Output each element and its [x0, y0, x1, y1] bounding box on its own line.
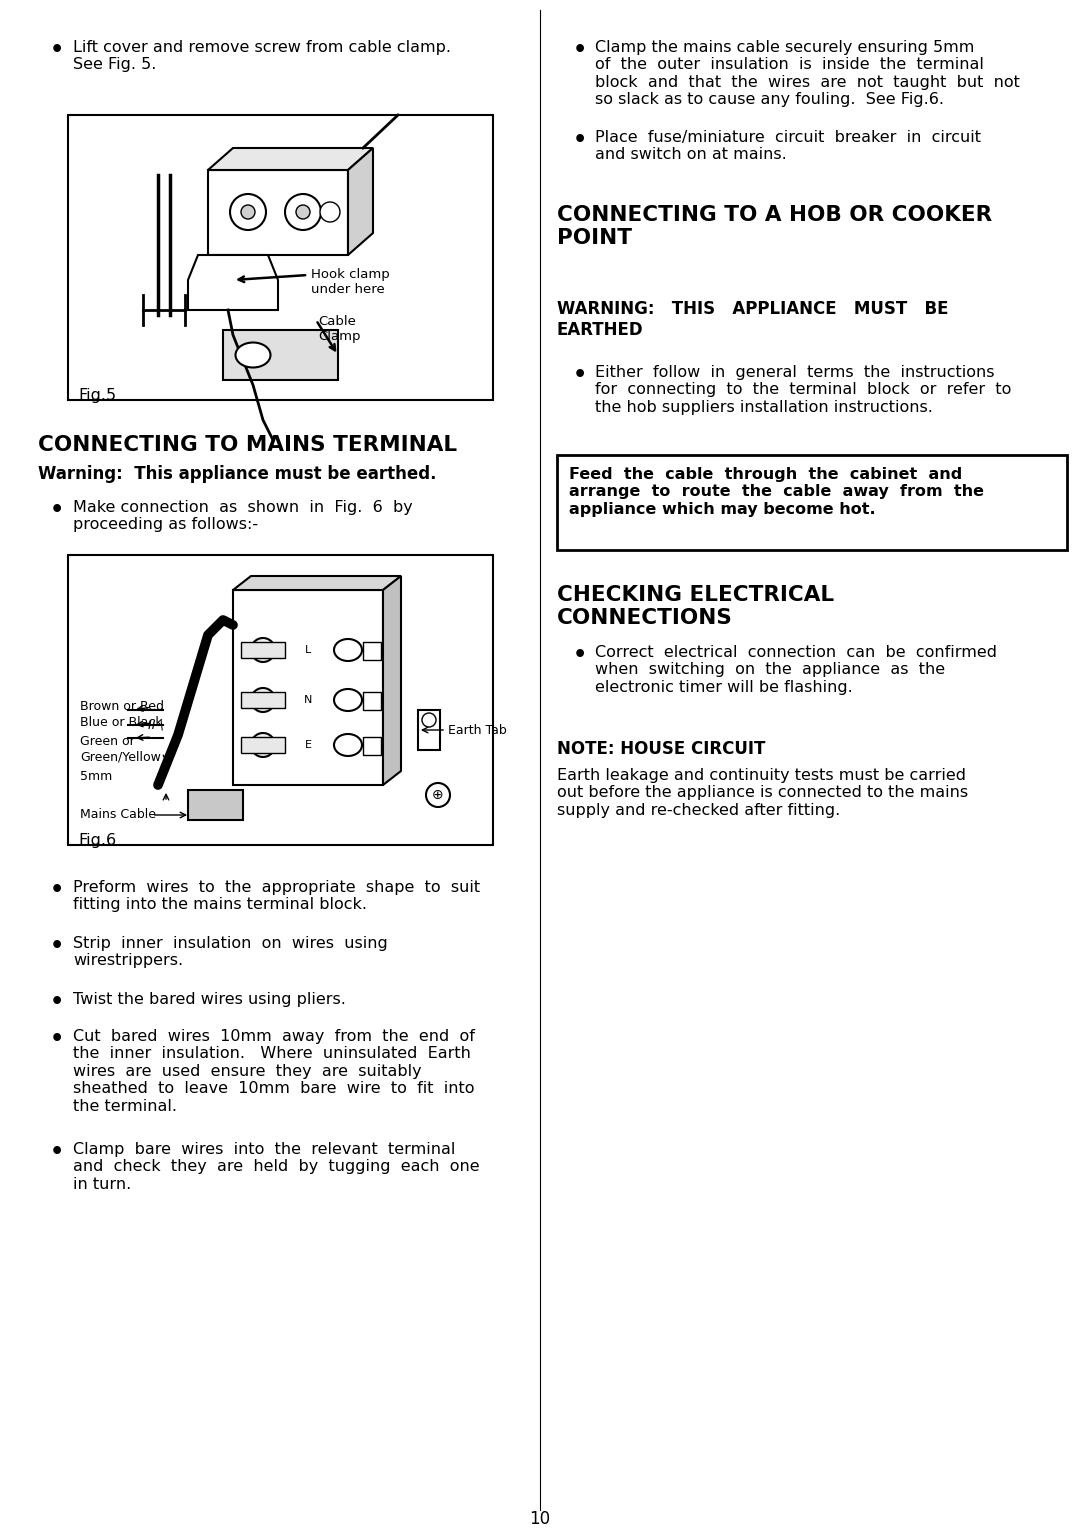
- Text: Correct  electrical  connection  can  be  confirmed
when  switching  on  the  ap: Correct electrical connection can be con…: [595, 645, 997, 695]
- Text: •: •: [50, 40, 64, 60]
- Circle shape: [422, 714, 436, 727]
- Text: Brown or Red: Brown or Red: [80, 700, 164, 714]
- Text: CHECKING ELECTRICAL
CONNECTIONS: CHECKING ELECTRICAL CONNECTIONS: [557, 585, 834, 628]
- Text: •: •: [573, 40, 588, 60]
- Text: NOTE: HOUSE CIRCUIT: NOTE: HOUSE CIRCUIT: [557, 740, 766, 758]
- Text: Make connection  as  shown  in  Fig.  6  by
proceeding as follows:-: Make connection as shown in Fig. 6 by pr…: [73, 500, 413, 532]
- Bar: [363, 692, 381, 711]
- Text: L: L: [305, 645, 311, 656]
- Bar: [208, 170, 348, 255]
- Text: Mains Cable: Mains Cable: [80, 808, 156, 822]
- Bar: [241, 642, 285, 659]
- Polygon shape: [383, 576, 401, 785]
- Circle shape: [285, 194, 321, 231]
- Text: Either  follow  in  general  terms  the  instructions
for  connecting  to  the  : Either follow in general terms the instr…: [595, 365, 1011, 414]
- Circle shape: [320, 202, 340, 222]
- Ellipse shape: [235, 342, 270, 368]
- Bar: [241, 736, 285, 753]
- Bar: [233, 590, 383, 785]
- Text: WARNING:   THIS   APPLIANCE   MUST   BE
EARTHED: WARNING: THIS APPLIANCE MUST BE EARTHED: [557, 299, 948, 339]
- Text: •: •: [50, 880, 64, 900]
- Polygon shape: [348, 148, 373, 255]
- Bar: [363, 736, 381, 755]
- Ellipse shape: [334, 639, 362, 662]
- Bar: [222, 330, 338, 380]
- Text: •: •: [50, 500, 64, 520]
- Text: •: •: [50, 937, 64, 957]
- Text: Hook clamp
under here: Hook clamp under here: [311, 267, 390, 296]
- Circle shape: [426, 782, 450, 807]
- Text: Fig.6: Fig.6: [78, 833, 117, 848]
- Text: Twist the bared wires using pliers.: Twist the bared wires using pliers.: [73, 992, 346, 1007]
- Text: II \: II \: [148, 718, 164, 732]
- Bar: [188, 790, 243, 821]
- Circle shape: [251, 688, 275, 712]
- Text: Lift cover and remove screw from cable clamp.
See Fig. 5.: Lift cover and remove screw from cable c…: [73, 40, 451, 72]
- Text: Green or
Green/Yellow: Green or Green/Yellow: [80, 735, 161, 762]
- Text: CONNECTING TO MAINS TERMINAL: CONNECTING TO MAINS TERMINAL: [38, 435, 457, 455]
- Bar: [418, 711, 440, 750]
- Text: 5mm: 5mm: [80, 770, 112, 784]
- Text: •: •: [573, 645, 588, 665]
- Text: Strip  inner  insulation  on  wires  using
wirestrippers.: Strip inner insulation on wires using wi…: [73, 937, 388, 969]
- Circle shape: [241, 205, 255, 219]
- Text: Clamp the mains cable securely ensuring 5mm
of  the  outer  insulation  is  insi: Clamp the mains cable securely ensuring …: [595, 40, 1020, 107]
- Text: •: •: [573, 130, 588, 150]
- Text: ⊕: ⊕: [432, 788, 444, 802]
- Polygon shape: [188, 255, 278, 310]
- Text: Preform  wires  to  the  appropriate  shape  to  suit
fitting into the mains ter: Preform wires to the appropriate shape t…: [73, 880, 481, 912]
- Bar: [557, 455, 1067, 550]
- Text: Place  fuse/miniature  circuit  breaker  in  circuit
and switch on at mains.: Place fuse/miniature circuit breaker in …: [595, 130, 981, 162]
- Polygon shape: [208, 148, 373, 170]
- Text: Earth Tab: Earth Tab: [448, 723, 507, 736]
- Circle shape: [296, 205, 310, 219]
- Text: •: •: [50, 1141, 64, 1161]
- Text: CONNECTING TO A HOB OR COOKER
POINT: CONNECTING TO A HOB OR COOKER POINT: [557, 205, 993, 248]
- Text: Fig.5: Fig.5: [78, 388, 117, 403]
- Text: Cut  bared  wires  10mm  away  from  the  end  of
the  inner  insulation.   Wher: Cut bared wires 10mm away from the end o…: [73, 1028, 475, 1114]
- Circle shape: [251, 733, 275, 756]
- Bar: [68, 115, 492, 400]
- Text: Blue or Black: Blue or Black: [80, 717, 163, 729]
- Text: Cable
Clamp: Cable Clamp: [318, 315, 361, 342]
- Bar: [241, 692, 285, 707]
- Polygon shape: [233, 576, 401, 590]
- Text: •: •: [573, 365, 588, 385]
- Bar: [363, 642, 381, 660]
- Circle shape: [230, 194, 266, 231]
- Text: E: E: [305, 740, 311, 750]
- Bar: [68, 555, 492, 845]
- Text: Clamp  bare  wires  into  the  relevant  terminal
and  check  they  are  held  b: Clamp bare wires into the relevant termi…: [73, 1141, 480, 1192]
- Text: Feed  the  cable  through  the  cabinet  and
arrange  to  route  the  cable  awa: Feed the cable through the cabinet and a…: [569, 468, 984, 516]
- Ellipse shape: [334, 733, 362, 756]
- Text: Warning:  This appliance must be earthed.: Warning: This appliance must be earthed.: [38, 465, 436, 483]
- Text: •: •: [50, 1028, 64, 1050]
- Text: 10: 10: [529, 1510, 551, 1528]
- Circle shape: [251, 639, 275, 662]
- Text: N: N: [303, 695, 312, 704]
- Text: •: •: [50, 992, 64, 1012]
- Text: Earth leakage and continuity tests must be carried
out before the appliance is c: Earth leakage and continuity tests must …: [557, 769, 968, 817]
- Ellipse shape: [334, 689, 362, 711]
